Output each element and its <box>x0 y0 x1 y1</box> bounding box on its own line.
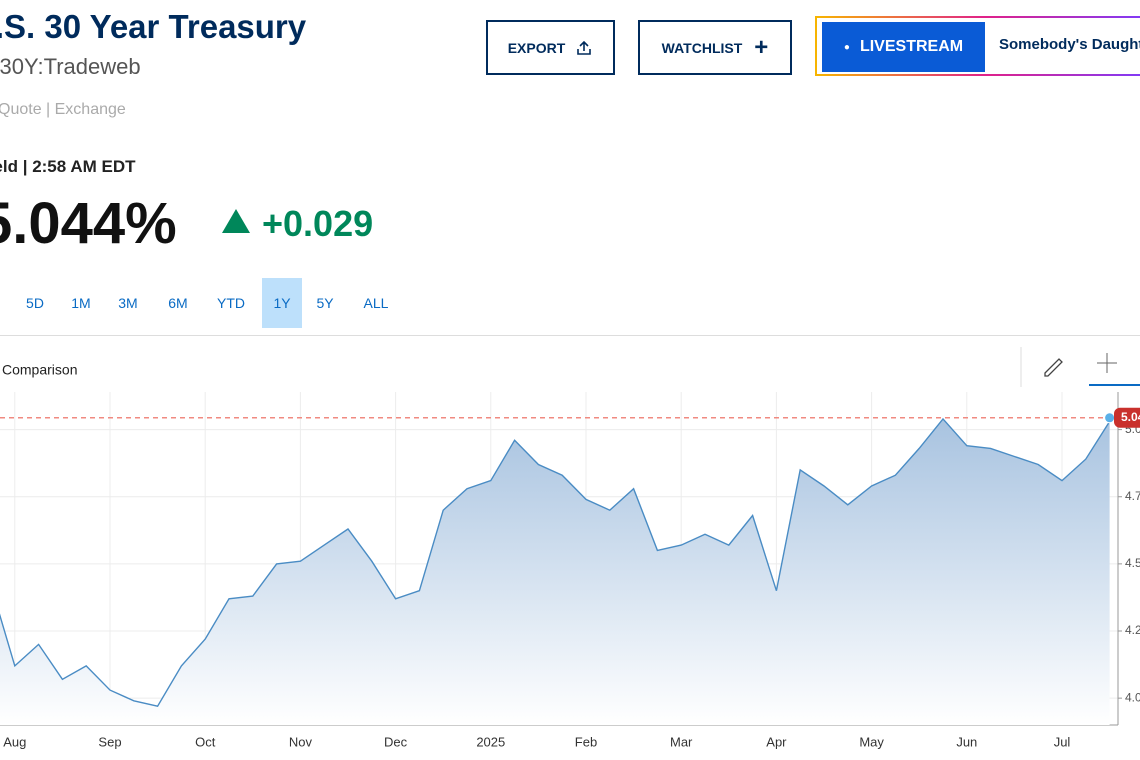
now-playing: Somebody's Daughter <box>999 36 1140 53</box>
chart: Comparison 4.004.254.504.755.00AugSepOct… <box>0 335 1140 749</box>
x-tick-label: Nov <box>289 734 313 749</box>
crosshair-icon[interactable] <box>1097 353 1117 373</box>
range-tab[interactable]: 3M <box>118 295 138 311</box>
y-tick-label: 4.25 <box>1125 623 1140 637</box>
quote-label: Yield | 2:58 AM EDT <box>0 157 136 176</box>
x-tick-label: Sep <box>98 734 121 749</box>
y-tick-label: 4.50 <box>1125 556 1140 570</box>
x-tick-label: Jul <box>1054 734 1071 749</box>
range-tab[interactable]: ALL <box>363 295 389 311</box>
price: 5.044% <box>0 191 177 256</box>
export-icon <box>577 40 592 55</box>
export-button[interactable]: EXPORT <box>486 20 615 75</box>
x-tick-label: Oct <box>195 734 216 749</box>
draw-icon[interactable] <box>1044 358 1063 377</box>
range-tab[interactable]: 6M <box>168 295 188 311</box>
line <box>0 417 1111 707</box>
up-arrow <box>222 209 250 233</box>
live-dot: ● <box>843 41 850 53</box>
y-tick-label: 4.00 <box>1125 690 1140 704</box>
x-tick-label: Dec <box>384 734 408 749</box>
last-value-dot <box>1104 412 1116 424</box>
y-tick-label: 4.75 <box>1125 489 1140 503</box>
plus-icon: + <box>754 33 769 61</box>
area <box>0 418 1110 725</box>
source: Quote | Exchange <box>0 101 126 118</box>
range-tab[interactable]: 5D <box>26 295 44 311</box>
livestream-box: ● LIVESTREAM Somebody's Daughter <box>815 16 1140 76</box>
x-tick-label: May <box>859 734 884 749</box>
change: +0.029 <box>262 203 374 244</box>
range-tab[interactable]: 1M <box>71 295 91 311</box>
export-label: EXPORT <box>507 39 566 56</box>
last-value-label: 5.044 <box>1121 410 1140 424</box>
range-tab[interactable]: 1Y <box>262 278 302 328</box>
comparison-label: Comparison <box>2 362 77 378</box>
x-tick-label: Jun <box>956 734 977 749</box>
watchlist-label: WATCHLIST <box>661 39 743 56</box>
livestream-button[interactable]: ● LIVESTREAM <box>822 22 985 72</box>
watchlist-button[interactable]: WATCHLIST + <box>638 20 792 75</box>
range-tab[interactable]: 5Y <box>316 295 334 311</box>
x-tick-label: Aug <box>3 734 26 749</box>
x-tick-label: 2025 <box>476 734 505 749</box>
title: U.S. 30 Year Treasury <box>0 8 307 45</box>
x-tick-label: Feb <box>575 734 597 749</box>
x-tick-label: Apr <box>766 734 787 749</box>
x-tick-label: Mar <box>670 734 693 749</box>
symbol: US30Y:Tradeweb <box>0 54 141 79</box>
range-tab[interactable]: YTD <box>217 295 245 311</box>
last-value-tag <box>1114 407 1140 428</box>
livestream-label: LIVESTREAM <box>859 38 964 55</box>
